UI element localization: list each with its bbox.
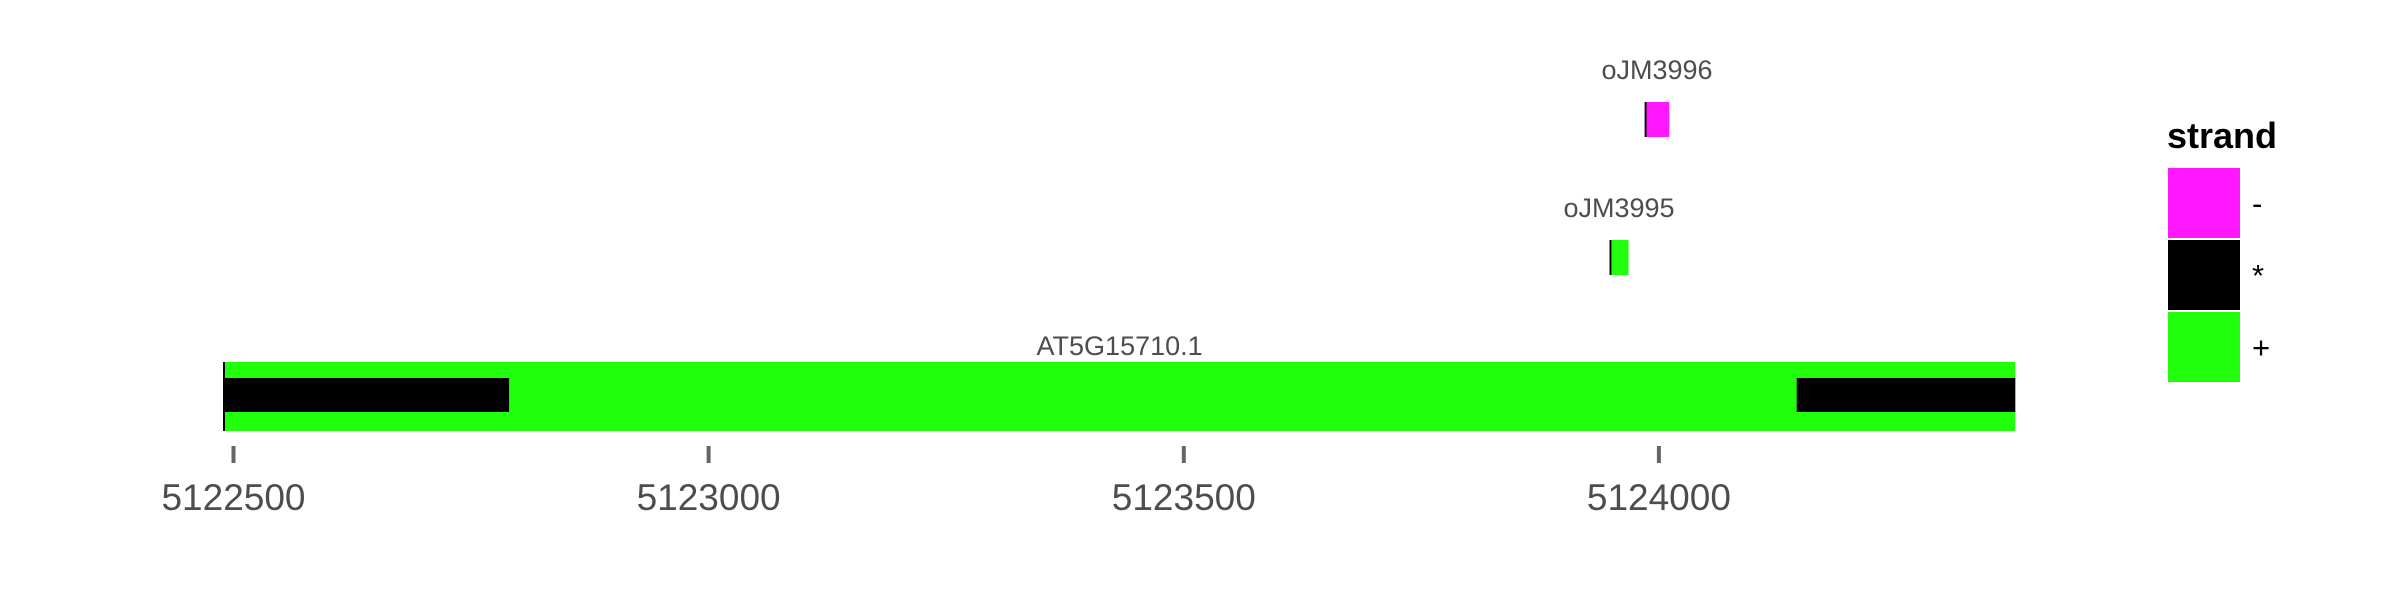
legend: strand - * + (2167, 115, 2277, 382)
legend-title: strand (2167, 115, 2277, 156)
feature-edge (223, 362, 225, 431)
features-layer: AT5G15710.1 oJM3995 oJM3996 (223, 55, 2016, 431)
feature-label: oJM3996 (1601, 55, 1712, 85)
utr-block (224, 378, 510, 412)
feature-edge (1644, 102, 1647, 137)
feature-label: AT5G15710.1 (1037, 331, 1203, 361)
legend-key (2168, 312, 2240, 382)
legend-key (2168, 240, 2240, 310)
feature-edge (1609, 240, 1612, 275)
legend-label: + (2252, 330, 2270, 365)
legend-label: - (2252, 186, 2262, 221)
x-tick-label: 5122500 (161, 477, 305, 518)
feature-at5g15710-1: AT5G15710.1 (223, 331, 2016, 431)
feature-ojm3995: oJM3995 (1563, 193, 1675, 275)
x-tick-label: 5123000 (637, 477, 781, 518)
legend-key (2168, 168, 2240, 238)
utr-block (1796, 378, 2016, 412)
x-tick-label: 5124000 (1587, 477, 1731, 518)
feature-bar (224, 362, 2016, 431)
feature-label: oJM3995 (1563, 193, 1674, 223)
feature-bar (1646, 102, 1670, 137)
feature-bar (1611, 240, 1629, 275)
legend-label: * (2252, 258, 2264, 293)
x-tick-label: 5123500 (1112, 477, 1256, 518)
feature-ojm3996: oJM3996 (1601, 55, 1713, 137)
x-axis: 5122500 5123000 5123500 5124000 (161, 446, 1731, 518)
